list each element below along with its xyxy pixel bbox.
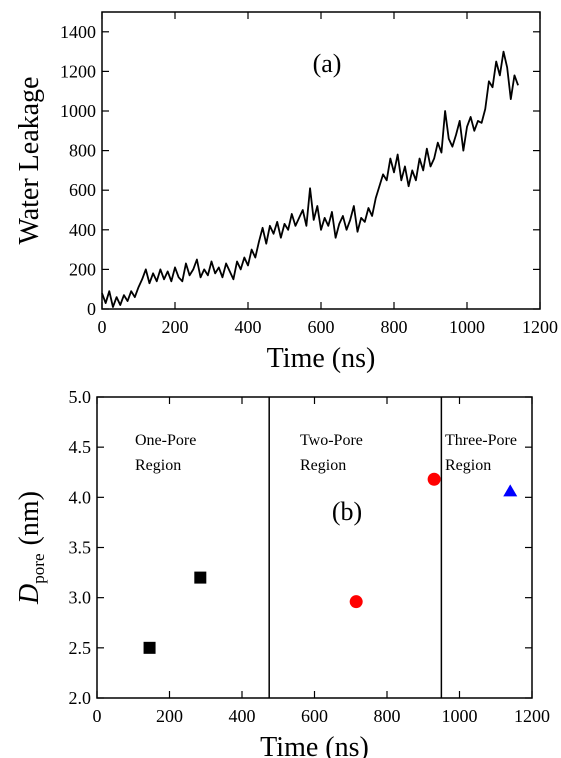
- point-square: [143, 641, 156, 654]
- x-tick-label: 0: [98, 317, 107, 337]
- y-tick-label: 200: [69, 259, 96, 279]
- y-tick-label: 4.5: [69, 437, 92, 457]
- point-square: [194, 571, 207, 584]
- x-axis-title: Time (ns): [267, 343, 376, 374]
- y-tick-label: 800: [69, 141, 96, 161]
- region-label: Two-Pore: [300, 432, 363, 449]
- x-tick-label: 200: [156, 706, 183, 726]
- y-tick-label: 5.0: [69, 387, 92, 407]
- y-tick-label: 3.0: [69, 588, 92, 608]
- point-circle: [427, 472, 441, 486]
- x-tick-label: 600: [308, 317, 335, 337]
- region-label: Region: [445, 457, 491, 474]
- y-tick-label: 2.5: [69, 638, 92, 658]
- y-tick-label: 1400: [60, 22, 96, 42]
- y-axis-title-main: D: [14, 584, 45, 605]
- point-circle: [349, 595, 363, 609]
- panel-label: (a): [313, 49, 342, 78]
- data-line: [101, 50, 519, 308]
- panel-label: (b): [332, 497, 362, 526]
- y-tick-label: 600: [69, 180, 96, 200]
- y-tick-label: 3.5: [69, 538, 92, 558]
- y-axis-title-unit: (nm): [14, 491, 45, 545]
- region-label: Region: [300, 457, 346, 474]
- y-tick-label: 2.0: [69, 688, 92, 708]
- y-axis-title: Water Leakage: [14, 77, 45, 245]
- y-tick-label: 1200: [60, 61, 96, 81]
- y-axis-title-main: Water Leakage: [14, 77, 45, 245]
- y-axis-title: Dpore (nm): [14, 491, 48, 605]
- x-tick-label: 800: [374, 706, 401, 726]
- point-triangle: [503, 484, 518, 497]
- x-tick-label: 400: [229, 706, 256, 726]
- region-label: Three-Pore: [445, 432, 517, 449]
- y-tick-label: 400: [69, 220, 96, 240]
- y-tick-label: 1000: [60, 101, 96, 121]
- x-tick-label: 800: [381, 317, 408, 337]
- x-tick-label: 1200: [522, 317, 558, 337]
- x-tick-label: 1000: [449, 317, 485, 337]
- y-tick-label: 0: [87, 299, 96, 319]
- x-tick-label: 1200: [514, 706, 550, 726]
- region-label: Region: [135, 457, 181, 474]
- x-tick-label: 600: [301, 706, 328, 726]
- region-label: One-Pore: [135, 432, 196, 449]
- x-tick-label: 400: [235, 317, 262, 337]
- x-tick-label: 200: [162, 317, 189, 337]
- x-tick-label: 1000: [442, 706, 478, 726]
- y-axis-title-sub: pore: [29, 553, 48, 583]
- x-tick-label: 0: [93, 706, 102, 726]
- y-tick-label: 4.0: [69, 487, 92, 507]
- x-axis-title: Time (ns): [260, 732, 369, 758]
